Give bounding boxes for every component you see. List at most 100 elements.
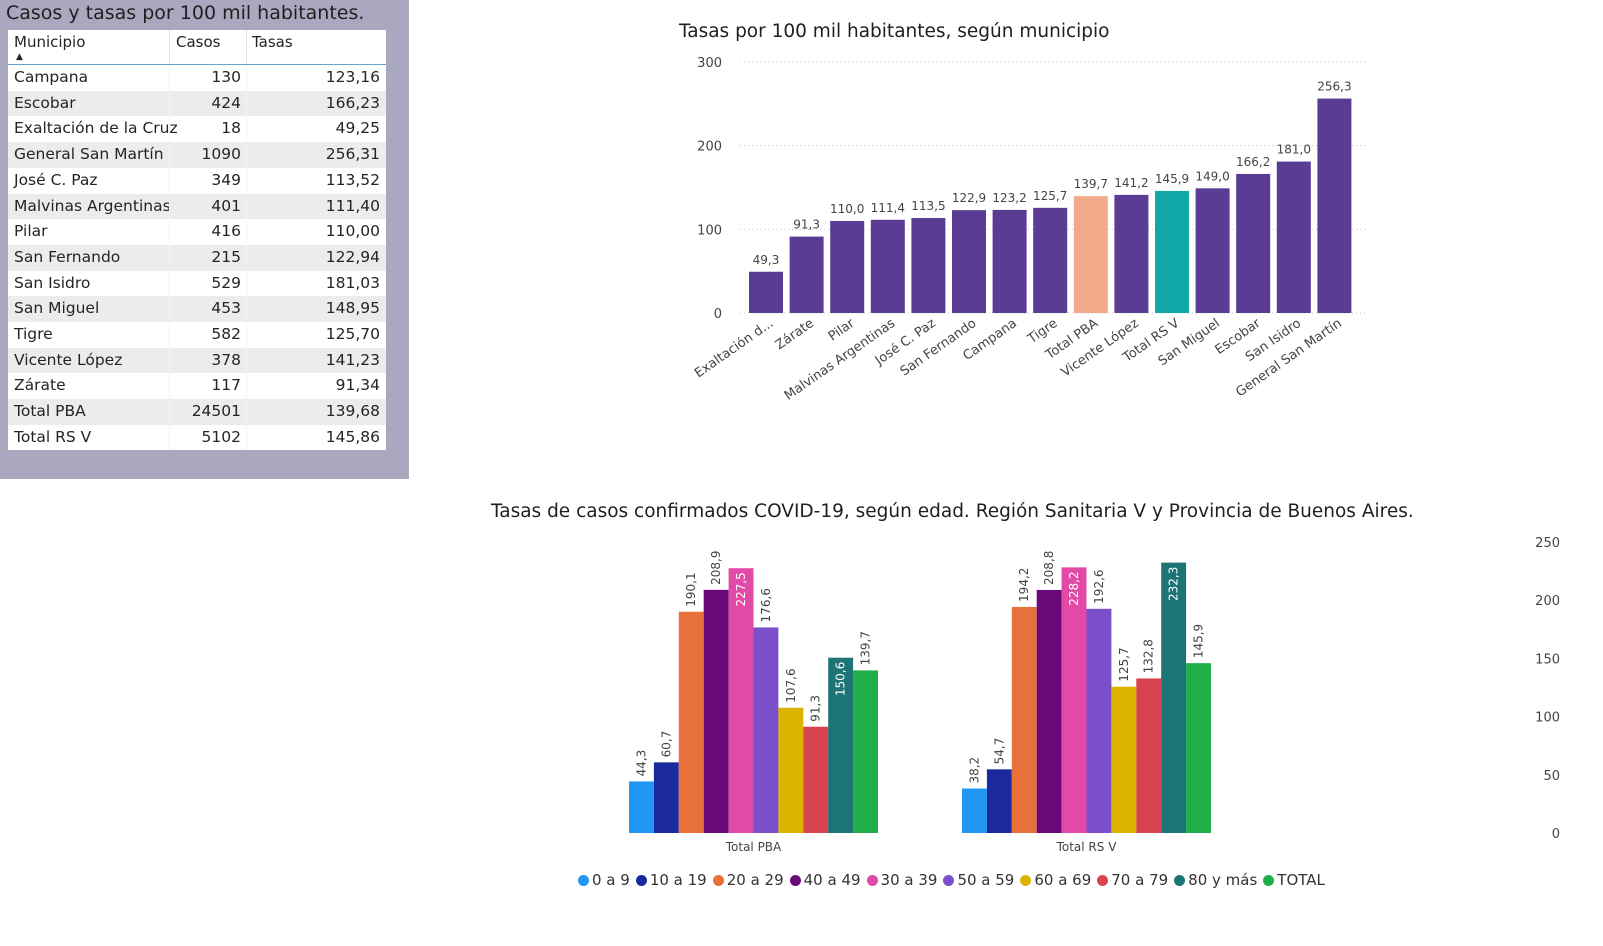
y-tick-label: 200	[1535, 594, 1560, 609]
bar	[952, 210, 986, 313]
legend-item[interactable]: 70 a 79	[1097, 871, 1168, 889]
column-header-tasas[interactable]: Tasas	[252, 33, 293, 51]
cell-municipio: San Fernando	[14, 247, 121, 266]
table-row[interactable]: Campana 130 123,16	[8, 65, 386, 91]
legend-item[interactable]: 0 a 9	[578, 871, 630, 889]
legend-marker-icon	[943, 875, 955, 886]
cell-casos: 5102	[201, 427, 241, 446]
bar-value-label: 208,8	[1042, 551, 1056, 585]
cell-casos: 453	[211, 299, 241, 318]
legend-item[interactable]: TOTAL	[1263, 871, 1325, 889]
legend-item[interactable]: 60 a 69	[1020, 871, 1091, 889]
legend-label: 0 a 9	[592, 871, 630, 889]
cell-municipio: Escobar	[14, 93, 76, 112]
municipio-bar-chart: 0 100 200 300 49,3 Exaltación d... 91,3 Zárate 1…	[692, 56, 1368, 404]
x-tick-label: Pilar	[826, 316, 858, 345]
bar-value-label: 125,7	[1033, 189, 1067, 203]
bar-value-label: 91,3	[809, 695, 823, 722]
bar-value-label: 122,9	[952, 191, 986, 205]
legend-item[interactable]: 20 a 29	[712, 871, 784, 889]
table-row[interactable]: Total RS V 5102 145,86	[8, 424, 386, 451]
bar	[1186, 663, 1211, 833]
table-row[interactable]: Zárate 117 91,34	[8, 373, 386, 400]
legend-marker-icon	[1097, 875, 1109, 886]
legend-marker-icon	[712, 875, 724, 886]
bar-value-label: 113,5	[911, 199, 945, 213]
cell-municipio: Vicente López	[14, 350, 123, 369]
table-row[interactable]: Malvinas Argentinas 401 111,40	[8, 193, 386, 220]
sort-ascending-icon[interactable]: ▲	[16, 52, 23, 62]
x-tick-label: Exaltación d...	[692, 316, 776, 381]
bar-value-label: 54,7	[992, 738, 1006, 765]
table-row[interactable]: San Fernando 215 122,94	[8, 244, 386, 271]
bar	[1086, 608, 1112, 833]
bar	[653, 762, 679, 833]
table-row[interactable]: Exaltación de la Cruz 18 49,25	[8, 116, 386, 143]
cell-casos: 215	[211, 247, 241, 266]
bar	[828, 657, 854, 833]
bar	[728, 568, 754, 833]
y-tick-label: 200	[697, 140, 722, 155]
table-header: Municipio ▲ Casos Tasas	[8, 30, 386, 65]
legend-label: 30 a 39	[880, 871, 938, 889]
bar	[1111, 686, 1137, 833]
table-row[interactable]: Total PBA 24501 139,68	[8, 399, 386, 425]
cell-casos: 529	[211, 273, 241, 292]
table-row[interactable]: General San Martín 1090 256,31	[8, 142, 386, 168]
column-header-casos[interactable]: Casos	[176, 33, 221, 51]
bar-value-label: 38,2	[967, 757, 981, 784]
cell-casos: 24501	[191, 402, 241, 421]
bar	[1195, 188, 1230, 313]
table-title: Casos y tasas por 100 mil habitantes.	[6, 2, 365, 24]
legend-marker-icon	[1263, 875, 1275, 886]
y-tick-label: 100	[697, 223, 722, 238]
legend-item[interactable]: 50 a 59	[943, 871, 1014, 889]
bar-value-label: 194,2	[1017, 568, 1031, 602]
cell-casos: 1090	[201, 145, 241, 164]
cell-municipio: Exaltación de la Cruz	[14, 119, 178, 138]
bar	[703, 589, 729, 833]
cell-municipio: Zárate	[14, 376, 66, 395]
legend-item[interactable]: 10 a 19	[635, 871, 707, 889]
cell-municipio: Malvinas Argentinas	[14, 196, 171, 215]
legend-item[interactable]: 80 y más	[1174, 871, 1257, 889]
table-row[interactable]: San Isidro 529 181,03	[8, 270, 386, 297]
legend-item[interactable]: 30 a 39	[866, 871, 938, 889]
bar-value-label: 60,7	[659, 731, 673, 758]
x-tick-label: Zárate	[773, 316, 817, 353]
bar-value-label: 44,3	[634, 750, 648, 777]
table-row[interactable]: Vicente López 378 141,23	[8, 347, 386, 374]
cell-casos: 378	[211, 350, 241, 369]
legend-label: 10 a 19	[649, 871, 707, 889]
bar-value-label: 181,0	[1277, 143, 1311, 157]
cell-tasas: 141,23	[325, 350, 380, 369]
cell-municipio: Total RS V	[14, 427, 92, 446]
cell-municipio: José C. Paz	[14, 170, 98, 189]
bar-value-label: 149,0	[1195, 169, 1229, 183]
bar	[1033, 207, 1068, 313]
bar	[1155, 190, 1189, 313]
bar-value-label: 139,7	[1074, 177, 1108, 191]
bar-value-label: 132,8	[1142, 639, 1156, 673]
column-header-municipio[interactable]: Municipio	[14, 33, 86, 51]
cell-municipio: General San Martín	[14, 145, 164, 164]
cell-casos: 117	[211, 376, 241, 395]
cell-municipio: San Isidro	[14, 273, 91, 292]
table-row[interactable]: San Miguel 453 148,95	[8, 296, 386, 322]
cell-tasas: 113,52	[325, 170, 380, 189]
table-row[interactable]: Tigre 582 125,70	[8, 322, 386, 348]
table-row[interactable]: Pilar 416 110,00	[8, 219, 386, 245]
cell-tasas: 123,16	[325, 68, 380, 86]
cell-tasas: 139,68	[325, 402, 380, 421]
legend-marker-icon	[866, 875, 878, 886]
cases-table-panel: Casos y tasas por 100 mil habitantes. Mu…	[0, 0, 409, 479]
table-row[interactable]: Escobar 424 166,23	[8, 90, 386, 117]
bar	[962, 788, 987, 833]
bar	[1073, 196, 1108, 313]
legend-item[interactable]: 40 a 49	[789, 871, 861, 889]
bar-value-label: 228,2	[1067, 571, 1081, 605]
legend-label: 40 a 49	[803, 871, 861, 889]
cell-tasas: 110,00	[325, 222, 380, 241]
bar	[853, 670, 878, 833]
table-row[interactable]: José C. Paz 349 113,52	[8, 167, 386, 194]
